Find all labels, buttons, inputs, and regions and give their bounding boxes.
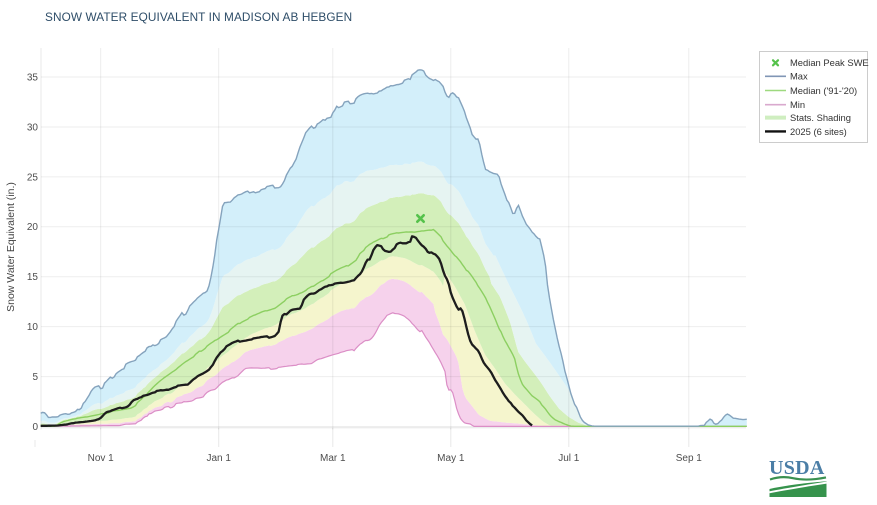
svg-text:2025 (6 sites): 2025 (6 sites): [790, 126, 847, 137]
svg-text:Mar 1: Mar 1: [320, 453, 346, 464]
svg-text:30: 30: [27, 122, 39, 133]
svg-text:25: 25: [27, 172, 39, 183]
svg-text:Jul 1: Jul 1: [558, 453, 580, 464]
svg-text:Stats. Shading: Stats. Shading: [790, 112, 851, 123]
svg-text:May 1: May 1: [437, 453, 465, 464]
svg-text:Jan 1: Jan 1: [206, 453, 231, 464]
svg-text:Max: Max: [790, 71, 808, 82]
svg-text:35: 35: [27, 72, 39, 83]
svg-text:0: 0: [32, 422, 38, 433]
svg-text:Min: Min: [790, 99, 805, 110]
svg-text:5: 5: [32, 372, 38, 383]
svg-text:Snow Water Equivalent (in.): Snow Water Equivalent (in.): [5, 182, 17, 312]
svg-text:SNOW WATER EQUIVALENT IN MADIS: SNOW WATER EQUIVALENT IN MADISON AB HEBG…: [45, 10, 352, 24]
svg-text:Nov 1: Nov 1: [88, 453, 115, 464]
svg-text:20: 20: [27, 222, 39, 233]
svg-text:Median ('91-'20): Median ('91-'20): [790, 85, 857, 96]
svg-text:USDA: USDA: [769, 457, 825, 479]
svg-text:10: 10: [27, 322, 39, 333]
svg-text:15: 15: [27, 272, 39, 283]
svg-text:Median Peak SWE: Median Peak SWE: [790, 57, 869, 68]
svg-text:Sep 1: Sep 1: [676, 453, 703, 464]
